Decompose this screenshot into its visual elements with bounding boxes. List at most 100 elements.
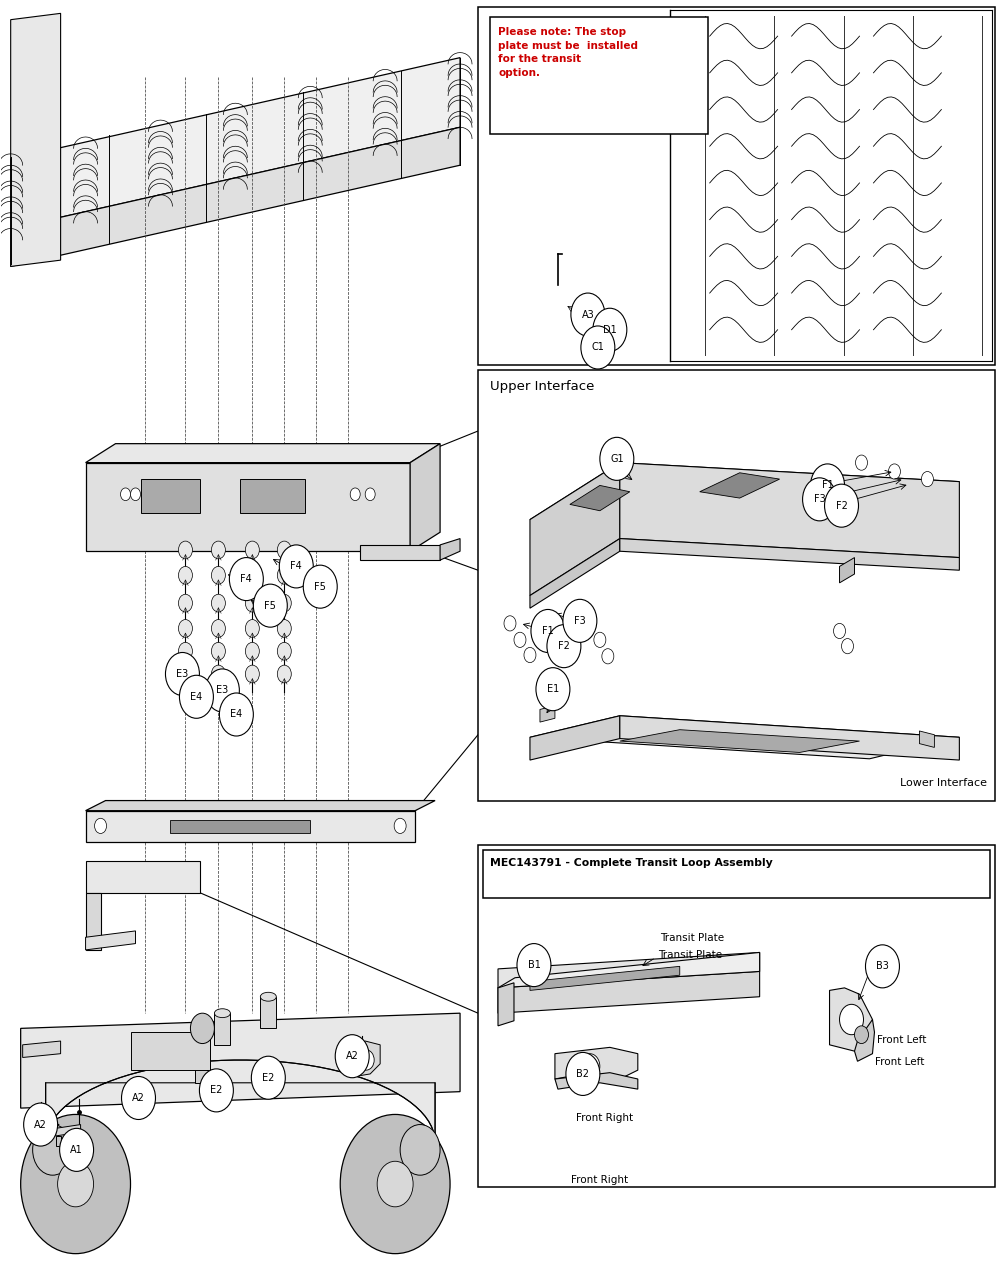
Text: B1: B1 (528, 960, 540, 971)
Polygon shape (855, 1020, 874, 1062)
Circle shape (350, 488, 360, 500)
Polygon shape (56, 1136, 61, 1147)
Polygon shape (355, 1041, 380, 1077)
Text: E4: E4 (230, 710, 242, 720)
Polygon shape (23, 1041, 61, 1058)
Circle shape (277, 541, 291, 559)
Polygon shape (410, 443, 440, 551)
Text: E2: E2 (262, 1073, 275, 1083)
Polygon shape (540, 706, 555, 722)
Circle shape (593, 308, 627, 351)
Text: F4: F4 (290, 561, 302, 571)
Circle shape (131, 488, 140, 500)
Circle shape (566, 1053, 600, 1096)
Circle shape (277, 642, 291, 660)
Text: F4: F4 (240, 574, 252, 584)
Polygon shape (919, 731, 934, 748)
Circle shape (219, 693, 253, 736)
Circle shape (277, 620, 291, 637)
Circle shape (178, 620, 192, 637)
Polygon shape (86, 893, 101, 950)
Circle shape (21, 1115, 131, 1253)
Polygon shape (214, 1014, 230, 1045)
Text: A2: A2 (346, 1052, 359, 1062)
Circle shape (277, 566, 291, 584)
Text: E4: E4 (190, 692, 203, 702)
Text: F3: F3 (574, 616, 586, 626)
Polygon shape (11, 57, 460, 228)
Circle shape (245, 541, 259, 559)
Circle shape (563, 599, 597, 642)
Circle shape (95, 818, 107, 834)
Text: Transit Plate: Transit Plate (658, 950, 722, 960)
Polygon shape (260, 997, 276, 1029)
Circle shape (165, 653, 199, 696)
Polygon shape (498, 972, 760, 1014)
Circle shape (245, 566, 259, 584)
Polygon shape (620, 538, 959, 570)
Polygon shape (86, 801, 435, 811)
Circle shape (211, 620, 225, 637)
Polygon shape (840, 557, 855, 583)
Polygon shape (570, 485, 630, 511)
Text: F5: F5 (314, 582, 326, 592)
Polygon shape (170, 820, 310, 834)
Text: A3: A3 (582, 309, 594, 319)
Text: Upper Interface: Upper Interface (490, 380, 594, 393)
Text: MEC143791 - Complete Transit Loop Assembly: MEC143791 - Complete Transit Loop Assemb… (490, 858, 773, 868)
Circle shape (825, 484, 859, 527)
Polygon shape (620, 716, 959, 760)
Text: A2: A2 (132, 1093, 145, 1104)
Circle shape (190, 1014, 214, 1044)
Circle shape (211, 594, 225, 612)
Circle shape (251, 1057, 285, 1100)
Circle shape (536, 668, 570, 711)
Polygon shape (830, 988, 872, 1052)
Text: B3: B3 (876, 962, 889, 972)
Polygon shape (498, 953, 760, 988)
Circle shape (58, 1162, 94, 1207)
Circle shape (811, 464, 845, 507)
Circle shape (888, 464, 900, 479)
Circle shape (277, 665, 291, 683)
Polygon shape (240, 479, 305, 513)
Text: F2: F2 (558, 641, 570, 651)
Circle shape (211, 541, 225, 559)
Bar (131, 1033, 210, 1071)
Polygon shape (86, 811, 415, 843)
Text: Front Left: Front Left (875, 1058, 925, 1068)
Circle shape (245, 620, 259, 637)
Circle shape (245, 665, 259, 683)
Bar (490, 18, 708, 133)
Circle shape (277, 594, 291, 612)
Bar (478, 370, 995, 801)
Polygon shape (498, 983, 514, 1026)
Polygon shape (530, 967, 680, 991)
Text: Transit Plate: Transit Plate (660, 934, 724, 944)
Circle shape (178, 665, 192, 683)
Circle shape (365, 488, 375, 500)
Circle shape (335, 1035, 369, 1078)
Polygon shape (700, 473, 780, 498)
Text: F5: F5 (264, 601, 276, 611)
Circle shape (211, 566, 225, 584)
Text: Front Right: Front Right (571, 1176, 628, 1185)
Circle shape (122, 1077, 155, 1120)
Text: E3: E3 (216, 685, 229, 696)
Circle shape (600, 437, 634, 480)
Circle shape (842, 639, 854, 654)
Bar (483, 850, 990, 898)
Polygon shape (86, 862, 200, 893)
Circle shape (571, 293, 605, 336)
Text: Front Right: Front Right (576, 1114, 633, 1123)
Text: F1: F1 (822, 480, 833, 490)
Polygon shape (360, 545, 440, 560)
Polygon shape (530, 538, 620, 608)
Polygon shape (440, 538, 460, 560)
Text: F3: F3 (814, 494, 825, 504)
Polygon shape (620, 730, 860, 753)
Circle shape (303, 565, 337, 608)
Circle shape (400, 1125, 440, 1176)
Circle shape (531, 609, 565, 653)
Polygon shape (86, 931, 136, 950)
